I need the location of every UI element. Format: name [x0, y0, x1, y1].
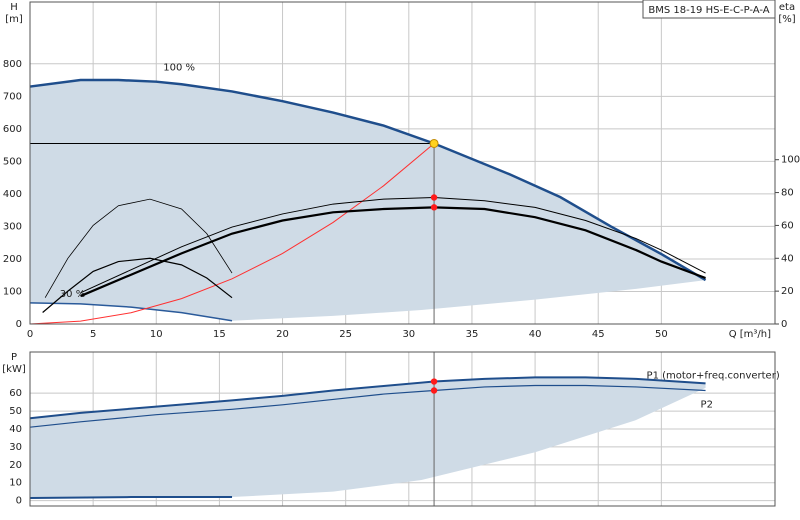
duty-marker — [430, 378, 438, 385]
x-tick-label: 5 — [90, 329, 96, 340]
x-tick-label: 25 — [339, 329, 352, 340]
y2-axis-unit: [%] — [778, 14, 795, 25]
curve — [29, 302, 233, 322]
y-axis-label: H — [10, 2, 18, 13]
y2-tick-label: 60 — [781, 220, 794, 231]
y2-tick-label: 40 — [781, 253, 794, 264]
y-tick-label: 30 — [9, 442, 22, 453]
curve — [80, 196, 706, 294]
x-tick-label: 30 — [402, 329, 415, 340]
curve-label: 30 % — [60, 289, 85, 300]
y-tick-label: 60 — [9, 388, 22, 399]
y-tick-label: 20 — [9, 460, 22, 471]
x-tick-label: 10 — [150, 329, 163, 340]
x-tick-label: 15 — [213, 329, 226, 340]
curve — [29, 384, 706, 428]
y2-tick-label: 0 — [781, 319, 787, 330]
curve — [42, 257, 233, 313]
y-tick-label: 50 — [9, 406, 22, 417]
plot-frame — [29, 1, 776, 325]
y-tick-label: 10 — [9, 478, 22, 489]
x-tick-label: 40 — [529, 329, 542, 340]
y-axis-unit: [m] — [5, 14, 23, 25]
operating-area — [30, 377, 706, 498]
x-tick-label: 45 — [592, 329, 605, 340]
y-tick-label: 100 — [3, 286, 22, 297]
y2-tick-label: 20 — [781, 286, 794, 297]
y2-tick-label: 100 — [781, 155, 800, 166]
x-tick-label: 0 — [27, 329, 33, 340]
chart-title: BMS 18-19 HS-E-C-P-A-A — [648, 5, 769, 16]
y-axis-unit: [kW] — [2, 364, 26, 375]
y-tick-label: 400 — [3, 189, 22, 200]
curve — [29, 143, 435, 325]
y-tick-label: 300 — [3, 221, 22, 232]
y2-axis-label: eta — [779, 2, 795, 13]
plot-frame — [29, 351, 776, 507]
x-tick-label: 20 — [276, 329, 289, 340]
curve — [29, 496, 233, 499]
curve-label: P1 (motor+freq.converter) — [647, 370, 780, 381]
duty-marker — [430, 204, 438, 211]
y-tick-label: 40 — [9, 424, 22, 435]
curve-label: P2 — [701, 400, 713, 411]
y-tick-label: 0 — [16, 496, 22, 507]
title-box — [642, 0, 776, 19]
duty-marker — [430, 194, 438, 201]
y-tick-label: 800 — [3, 59, 22, 70]
y-tick-label: 700 — [3, 91, 22, 102]
y-tick-label: 200 — [3, 254, 22, 265]
y-tick-label: 500 — [3, 156, 22, 167]
x-tick-label: 35 — [466, 329, 479, 340]
curve — [80, 206, 706, 298]
curve — [29, 376, 706, 420]
y-tick-label: 600 — [3, 124, 22, 135]
curve-label: 100 % — [163, 63, 195, 74]
y-axis-label: P — [11, 352, 17, 363]
x-tick-label: 50 — [655, 329, 668, 340]
x-axis-label: Q [m³/h] — [729, 329, 771, 340]
duty-point — [429, 138, 439, 148]
y2-tick-label: 80 — [781, 188, 794, 199]
y-tick-label: 0 — [16, 319, 22, 330]
curve — [29, 78, 707, 282]
curve — [44, 198, 233, 298]
duty-marker — [430, 387, 438, 394]
